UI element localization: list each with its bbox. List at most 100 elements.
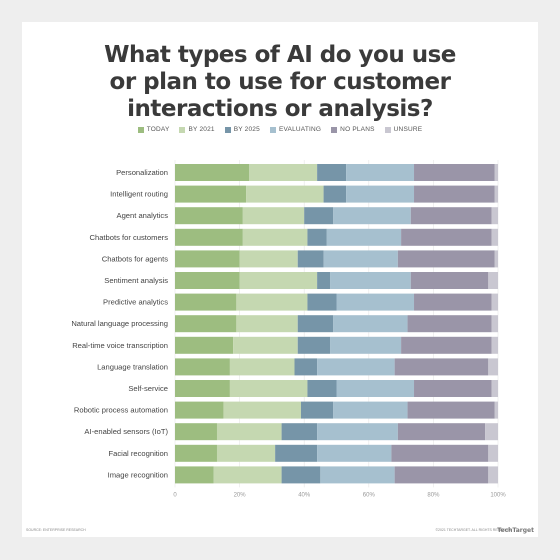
bar-segment [330,336,402,354]
legend-item-4: NO PLANS [331,126,374,133]
legend-swatch [384,126,391,133]
bar-segment [297,315,334,333]
bar-segment [300,401,334,419]
bar-segment [175,444,217,462]
legend-item-5: UNSURE [384,126,423,133]
bar-segment [491,207,498,225]
bar-segment [242,207,305,225]
bar-segment [407,401,495,419]
chart-card: What types of AI do you use or plan to u… [22,22,538,537]
bar-segment [239,272,318,289]
bar-segment [233,336,298,354]
bar-segment [175,250,240,268]
bar-segment [175,315,237,333]
legend-swatch [137,126,144,133]
x-tick-label: 80% [427,492,440,498]
legend-label: NO PLANS [340,126,375,133]
bar-segment [249,164,318,181]
bar-segment [175,164,250,181]
bar-segment [175,358,230,376]
bar-segment [304,207,334,225]
bar-segment [323,250,398,268]
bar-segment [491,315,498,333]
legend-label: TODAY [146,126,170,133]
bar-segment [229,380,308,397]
bar-segment [281,423,318,441]
bar-segment [401,336,492,354]
bar-segment [213,466,282,484]
bar-segment [297,250,324,268]
x-tick-label: 100% [490,492,506,498]
category-label: Natural language processing [71,319,168,328]
bar-segment [175,228,243,246]
category-label: Sentiment analysis [104,276,168,285]
legend-item-3: EVALUATING [269,126,322,133]
bar-segment [407,315,492,333]
x-tick-label: 40% [298,492,311,498]
bar-segment [297,336,331,354]
bar-segment [397,250,495,268]
bar-segment [491,293,498,311]
bar-segment [242,228,308,246]
legend-swatch [269,126,276,133]
bar-segment [175,380,230,397]
bar-segment [494,401,498,419]
bar-segment [494,185,498,203]
bar-segment [317,272,331,289]
bar-segment [175,272,240,289]
bar-segment [346,164,415,181]
title-line-2: or plan to use for customer [109,69,451,95]
category-label: Language translation [97,362,168,371]
bar-segment [229,358,295,376]
legend-swatch [224,126,231,133]
bar-segment [320,466,395,484]
bar-segment [488,466,498,484]
bar-segment [275,444,318,462]
bar-segment [307,228,327,246]
legend-label: BY 2021 [188,126,215,133]
category-label: Intelligent routing [110,190,168,199]
legend-item-2: BY 2025 [224,126,260,133]
legend-label: EVALUATING [278,126,322,133]
x-tick-label: 0 [173,492,177,498]
bar-segment [414,164,495,181]
bar-segment [236,293,308,311]
category-label: Predictive analytics [103,298,168,307]
title-line-3: interactions or analysis? [127,96,433,122]
bar-segment [494,250,498,268]
bar-segment [488,444,498,462]
legend-label: UNSURE [393,126,423,133]
chart-legend: TODAY BY 2021 BY 2025 EVALUATING NO PLANS UNS… [22,126,538,133]
bar-segment [317,444,392,462]
bar-segment [410,207,492,225]
bar-segment [488,272,498,289]
bar-segment [236,315,298,333]
bar-segment [239,250,298,268]
legend-label: BY 2025 [233,126,260,133]
bar-segment [491,336,498,354]
bar-segment [491,228,498,246]
bar-segment [485,423,498,441]
bar-segment [494,164,498,181]
bar-segment [175,401,224,419]
bar-segment [414,185,495,203]
category-label: Personalization [116,168,168,177]
legend-swatch [179,126,186,133]
category-label: Chatbots for agents [102,254,168,263]
bar-segment [394,358,489,376]
bar-segment [175,423,217,441]
x-tick-label: 60% [363,492,376,498]
bar-segment [333,315,408,333]
bar-segment [317,358,395,376]
stacked-bar-chart: 0 20% 40% 60% 80% 100% Personalization Intellig… [71,160,506,498]
bar-segment [294,358,318,376]
techtarget-logo: TechTarget [497,527,534,534]
bar-segment [323,185,347,203]
bar-segment [216,444,276,462]
bar-segment [414,380,492,397]
bar-segment [410,272,489,289]
bar-segment [391,444,489,462]
source-note: SOURCE: ENTERPRISE RESEARCH [26,528,86,532]
bar-segment [488,358,498,376]
category-label: Facial recognition [108,449,168,458]
